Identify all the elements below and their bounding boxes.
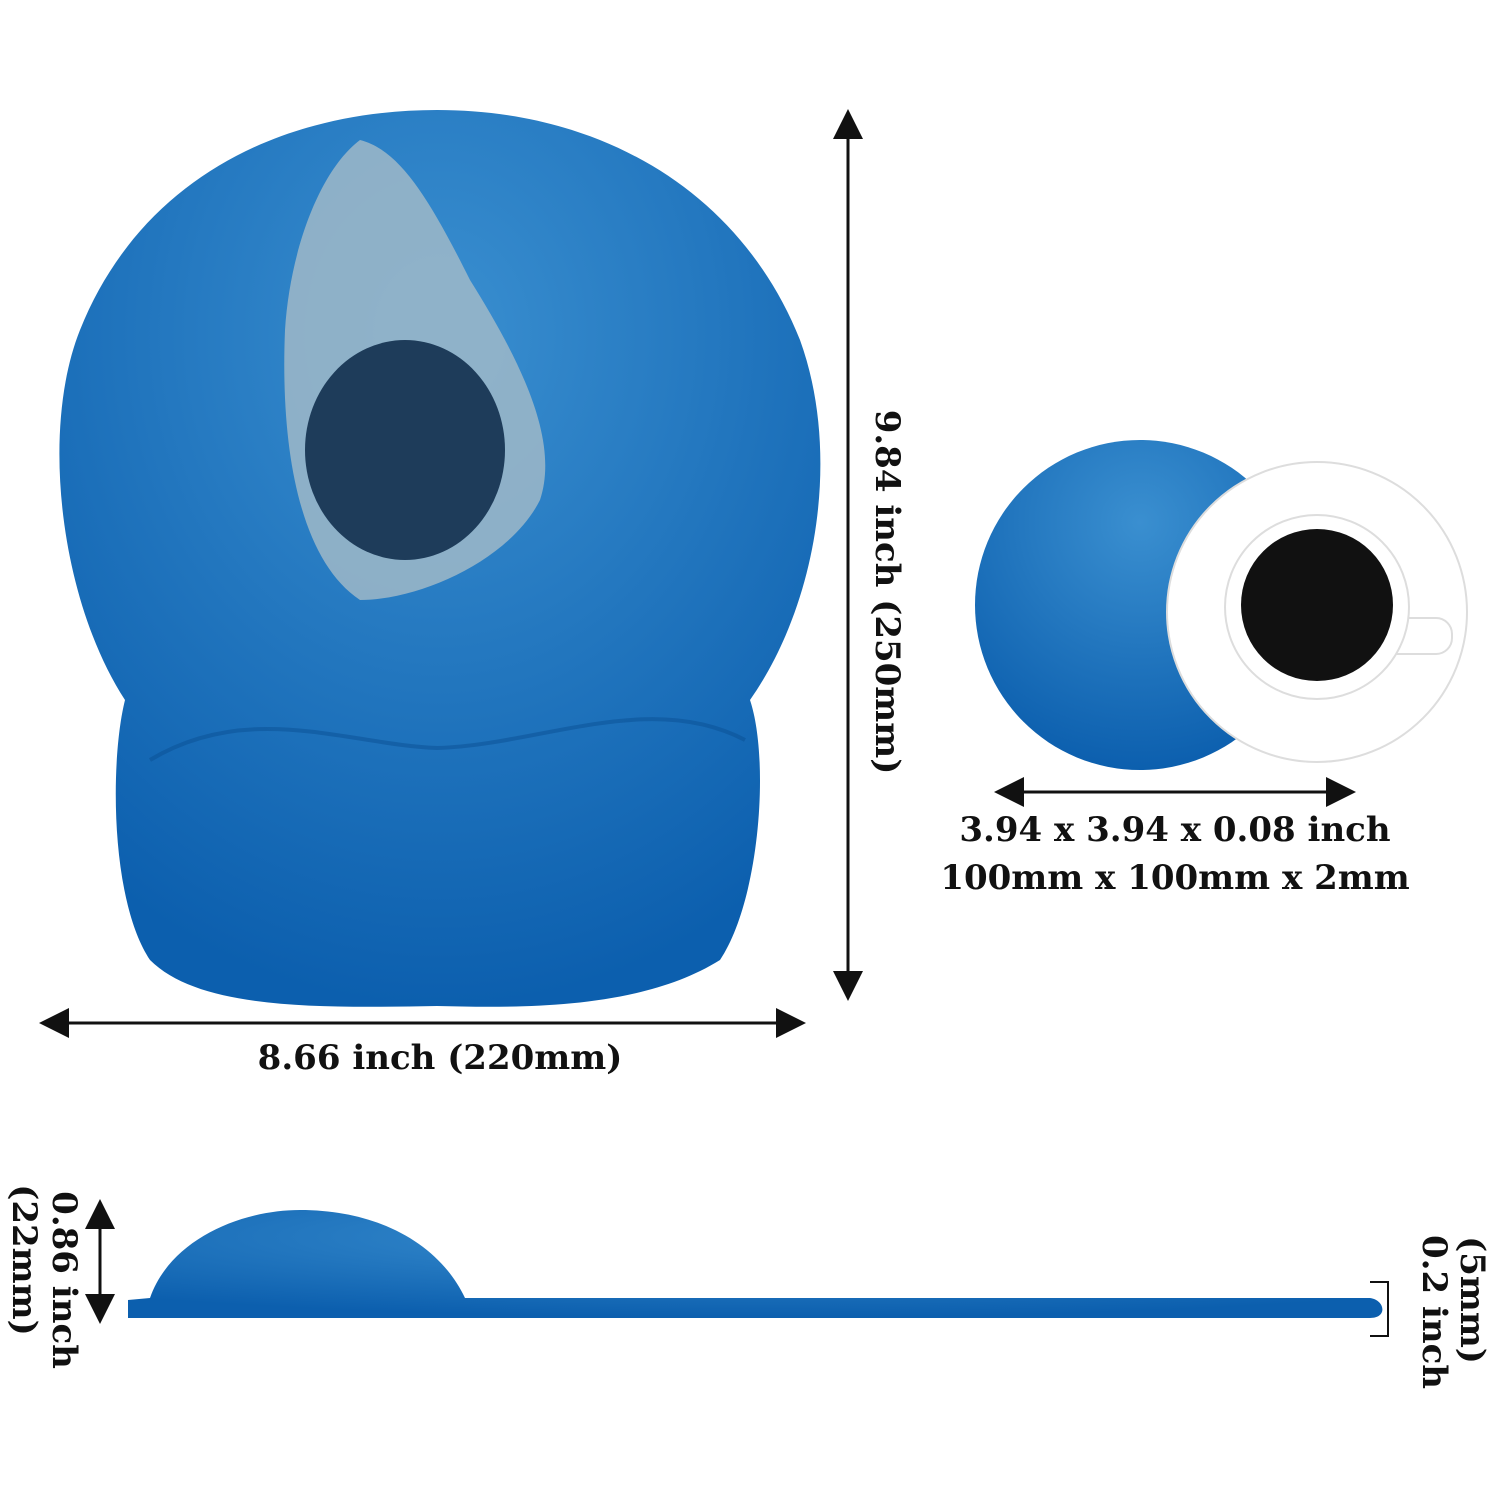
wrist-rest	[148, 717, 746, 762]
side-view	[128, 1210, 1383, 1318]
shark-mouth	[305, 340, 505, 560]
height-label: 9.84 inch (250mm)	[867, 410, 907, 775]
rest-mm: (22mm)	[4, 1184, 44, 1335]
pad-bracket	[1370, 1281, 1389, 1337]
rest-inch: 0.86 inch	[44, 1191, 84, 1369]
coffee	[1241, 529, 1393, 681]
coaster-size-mm: 100mm x 100mm x 2mm	[940, 858, 1409, 898]
pad-mm: (5mm)	[1452, 1236, 1492, 1364]
width-label: 8.66 inch (220mm)	[258, 1038, 623, 1078]
coaster-size-inch: 3.94 x 3.94 x 0.08 inch	[959, 810, 1390, 850]
pad-inch: 0.2 inch	[1414, 1235, 1454, 1389]
